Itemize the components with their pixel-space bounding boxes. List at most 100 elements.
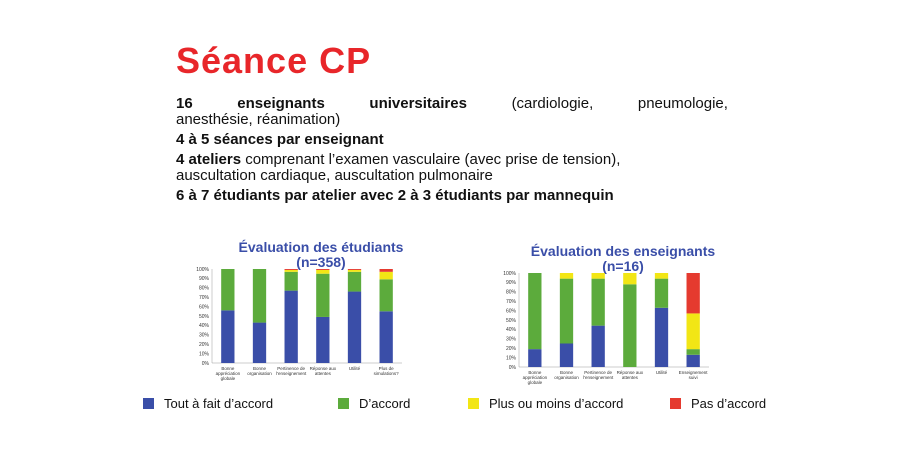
x-tick-label: Utilité bbox=[349, 366, 361, 371]
bar-segment bbox=[528, 273, 542, 350]
bar-segment bbox=[654, 278, 669, 308]
x-tick-label: Plus de simulations? bbox=[374, 366, 400, 376]
bullet-3-rest2: auscultation cardiaque, auscultation pul… bbox=[176, 167, 493, 184]
slide-title: Séance CP bbox=[176, 40, 372, 81]
bar-segment bbox=[316, 269, 330, 274]
specialty-1: (cardiologie, bbox=[511, 95, 594, 112]
bar-segment bbox=[379, 279, 393, 312]
y-tick-label: 10% bbox=[506, 355, 517, 361]
specialty-2: pneumologie, bbox=[637, 95, 728, 112]
bullet-2: 4 à 5 séances par enseignant bbox=[176, 131, 384, 148]
chart-1-subtitle: (n=358) bbox=[296, 254, 346, 270]
y-tick-label: 80% bbox=[199, 286, 210, 292]
bar-segment bbox=[654, 273, 669, 279]
bar-segment bbox=[221, 269, 235, 311]
legend-label: Tout à fait d’accord bbox=[164, 396, 274, 411]
bar-segment bbox=[316, 316, 330, 363]
legend-item-plus-ou-moins: Plus ou moins d’accord bbox=[468, 396, 623, 411]
y-tick-label: 20% bbox=[506, 346, 517, 352]
bar-segment bbox=[379, 271, 393, 280]
x-tick-label: Enseignement suivi bbox=[679, 370, 709, 380]
bar-segment bbox=[316, 273, 330, 317]
bar-segment bbox=[654, 307, 669, 367]
y-tick-label: 100% bbox=[196, 267, 209, 273]
bar-segment bbox=[316, 269, 330, 270]
bullet-4: 6 à 7 étudiants par atelier avec 2 à 3 é… bbox=[176, 187, 614, 204]
y-tick-label: 90% bbox=[199, 276, 210, 282]
chart-etudiants: 0% 10% 20% 30% 40% 50% 60% 70% 80% 90% 100% Bonne ap… bbox=[196, 267, 402, 381]
bar-segment bbox=[591, 325, 605, 367]
y-tick-label: 30% bbox=[506, 337, 517, 343]
y-tick-label: 90% bbox=[506, 280, 517, 286]
y-tick-label: 80% bbox=[506, 290, 517, 296]
bullet-3-bold: 4 ateliers bbox=[176, 151, 242, 168]
bullet-1-continuation: anesthésie, réanimation) bbox=[176, 111, 341, 128]
teacher-word-1: enseignants bbox=[237, 95, 325, 112]
bar-segment bbox=[686, 354, 700, 367]
chart-2-title-text: Évaluation des enseignants bbox=[530, 243, 716, 259]
bar-segment bbox=[591, 273, 605, 279]
legend-item-d-accord: D’accord bbox=[338, 396, 410, 411]
bullet-3: 4 ateliers comprenant l’examen vasculair… bbox=[176, 152, 728, 184]
chart-2-subtitle: (n=16) bbox=[602, 258, 644, 274]
bar-segment bbox=[623, 273, 637, 285]
teacher-count: 16 bbox=[176, 95, 193, 112]
chart-1-title: Évaluation des étudiants (n=358) bbox=[196, 240, 446, 270]
x-tick-label: Utilité bbox=[656, 370, 668, 375]
x-tick-label: Bonne organisation bbox=[554, 370, 579, 380]
chart-enseignants: 0% 10% 20% 30% 40% 50% 60% 70% 80% 90% 100% Bonne ap… bbox=[503, 271, 709, 385]
bar-segment bbox=[347, 269, 362, 270]
teacher-word-2: universitaires bbox=[369, 95, 467, 112]
bullet-1: 16 enseignants universitaires (cardiolog… bbox=[176, 96, 728, 112]
y-tick-label: 0% bbox=[202, 361, 210, 367]
bar-segment bbox=[284, 269, 298, 272]
bar-segment bbox=[686, 273, 700, 314]
bar-segment bbox=[528, 349, 542, 367]
y-tick-label: 40% bbox=[506, 327, 517, 333]
legend-swatch bbox=[143, 398, 154, 409]
y-tick-label: 30% bbox=[199, 333, 210, 339]
legend-item-tout-a-fait: Tout à fait d’accord bbox=[143, 396, 273, 411]
x-tick-label: Bonne appréciation globale bbox=[523, 370, 548, 385]
y-tick-label: 60% bbox=[199, 304, 210, 310]
bar-segment bbox=[379, 311, 393, 363]
bar-segment bbox=[623, 284, 637, 367]
legend: Tout à fait d’accord D’accord Plus ou mo… bbox=[0, 396, 910, 414]
bar-segment bbox=[379, 269, 393, 272]
x-tick-label: Bonne organisation bbox=[247, 366, 272, 376]
legend-item-pas-d-accord: Pas d’accord bbox=[670, 396, 766, 411]
x-tick-label: Bonne appréciation globale bbox=[216, 366, 241, 381]
bar-segment bbox=[252, 322, 267, 363]
x-tick-label: Réponse aux attentes bbox=[617, 370, 644, 380]
y-tick-label: 10% bbox=[199, 351, 210, 357]
legend-label: D’accord bbox=[359, 396, 411, 411]
bar-segment bbox=[559, 343, 574, 367]
bar-segment bbox=[347, 269, 362, 272]
x-tick-label: Pertinence de l'enseignement bbox=[276, 366, 307, 376]
y-tick-label: 20% bbox=[199, 342, 210, 348]
x-tick-label: Réponse aux attentes bbox=[310, 366, 337, 376]
bar-segment bbox=[686, 349, 700, 355]
legend-swatch bbox=[670, 398, 681, 409]
bar-segment bbox=[591, 278, 605, 326]
y-tick-label: 50% bbox=[199, 314, 210, 320]
y-tick-label: 70% bbox=[506, 299, 517, 305]
chart-1-title-text: Évaluation des étudiants bbox=[238, 239, 404, 255]
y-tick-label: 70% bbox=[199, 295, 210, 301]
legend-swatch bbox=[468, 398, 479, 409]
bar-segment bbox=[284, 269, 298, 270]
y-tick-label: 0% bbox=[509, 365, 517, 371]
bar-segment bbox=[686, 313, 700, 350]
bar-segment bbox=[559, 273, 574, 279]
bar-segment bbox=[221, 310, 235, 363]
bar-segment bbox=[347, 271, 362, 292]
bullet-3-rest: comprenant l’examen vasculaire (avec pri… bbox=[241, 151, 621, 168]
slide-body: 16 enseignants universitaires (cardiolog… bbox=[176, 96, 728, 208]
chart-2-title: Évaluation des enseignants (n=16) bbox=[498, 244, 748, 274]
x-tick-label: Pertinence de l'enseignement bbox=[583, 370, 614, 380]
legend-swatch bbox=[338, 398, 349, 409]
y-tick-label: 40% bbox=[199, 323, 210, 329]
bar-segment bbox=[559, 278, 574, 344]
bar-segment bbox=[284, 290, 298, 363]
y-tick-label: 60% bbox=[506, 308, 517, 314]
